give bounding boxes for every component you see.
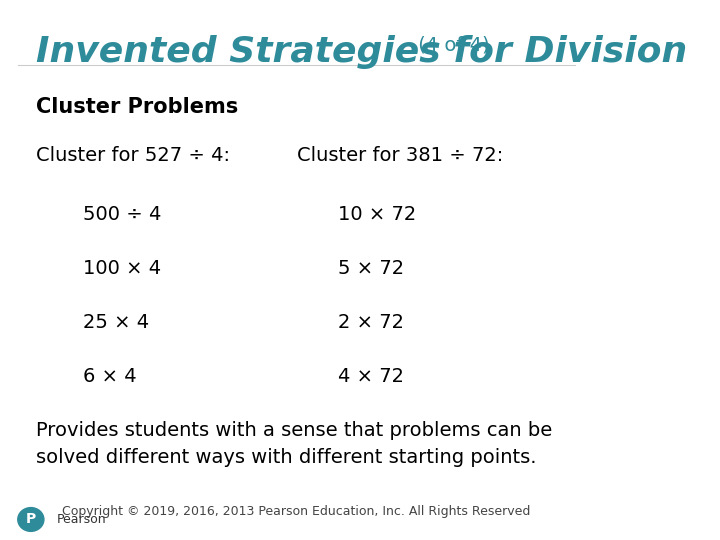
Text: 10 × 72: 10 × 72 [338, 205, 416, 224]
Text: (4 of 4): (4 of 4) [413, 35, 490, 54]
Text: 25 × 4: 25 × 4 [83, 313, 149, 332]
Text: 100 × 4: 100 × 4 [83, 259, 161, 278]
Circle shape [18, 508, 44, 531]
Text: Provides students with a sense that problems can be
solved different ways with d: Provides students with a sense that prob… [35, 421, 552, 467]
Text: Invented Strategies for Division: Invented Strategies for Division [35, 35, 687, 69]
Text: Cluster for 527 ÷ 4:: Cluster for 527 ÷ 4: [35, 146, 230, 165]
Text: Cluster for 381 ÷ 72:: Cluster for 381 ÷ 72: [297, 146, 503, 165]
Text: 2 × 72: 2 × 72 [338, 313, 404, 332]
Text: 4 × 72: 4 × 72 [338, 367, 404, 386]
Text: 6 × 4: 6 × 4 [83, 367, 137, 386]
Text: Pearson: Pearson [56, 513, 106, 526]
Text: 5 × 72: 5 × 72 [338, 259, 405, 278]
Text: P: P [26, 512, 36, 526]
Text: Copyright © 2019, 2016, 2013 Pearson Education, Inc. All Rights Reserved: Copyright © 2019, 2016, 2013 Pearson Edu… [63, 505, 531, 518]
Text: 500 ÷ 4: 500 ÷ 4 [83, 205, 161, 224]
Text: Cluster Problems: Cluster Problems [35, 97, 238, 117]
